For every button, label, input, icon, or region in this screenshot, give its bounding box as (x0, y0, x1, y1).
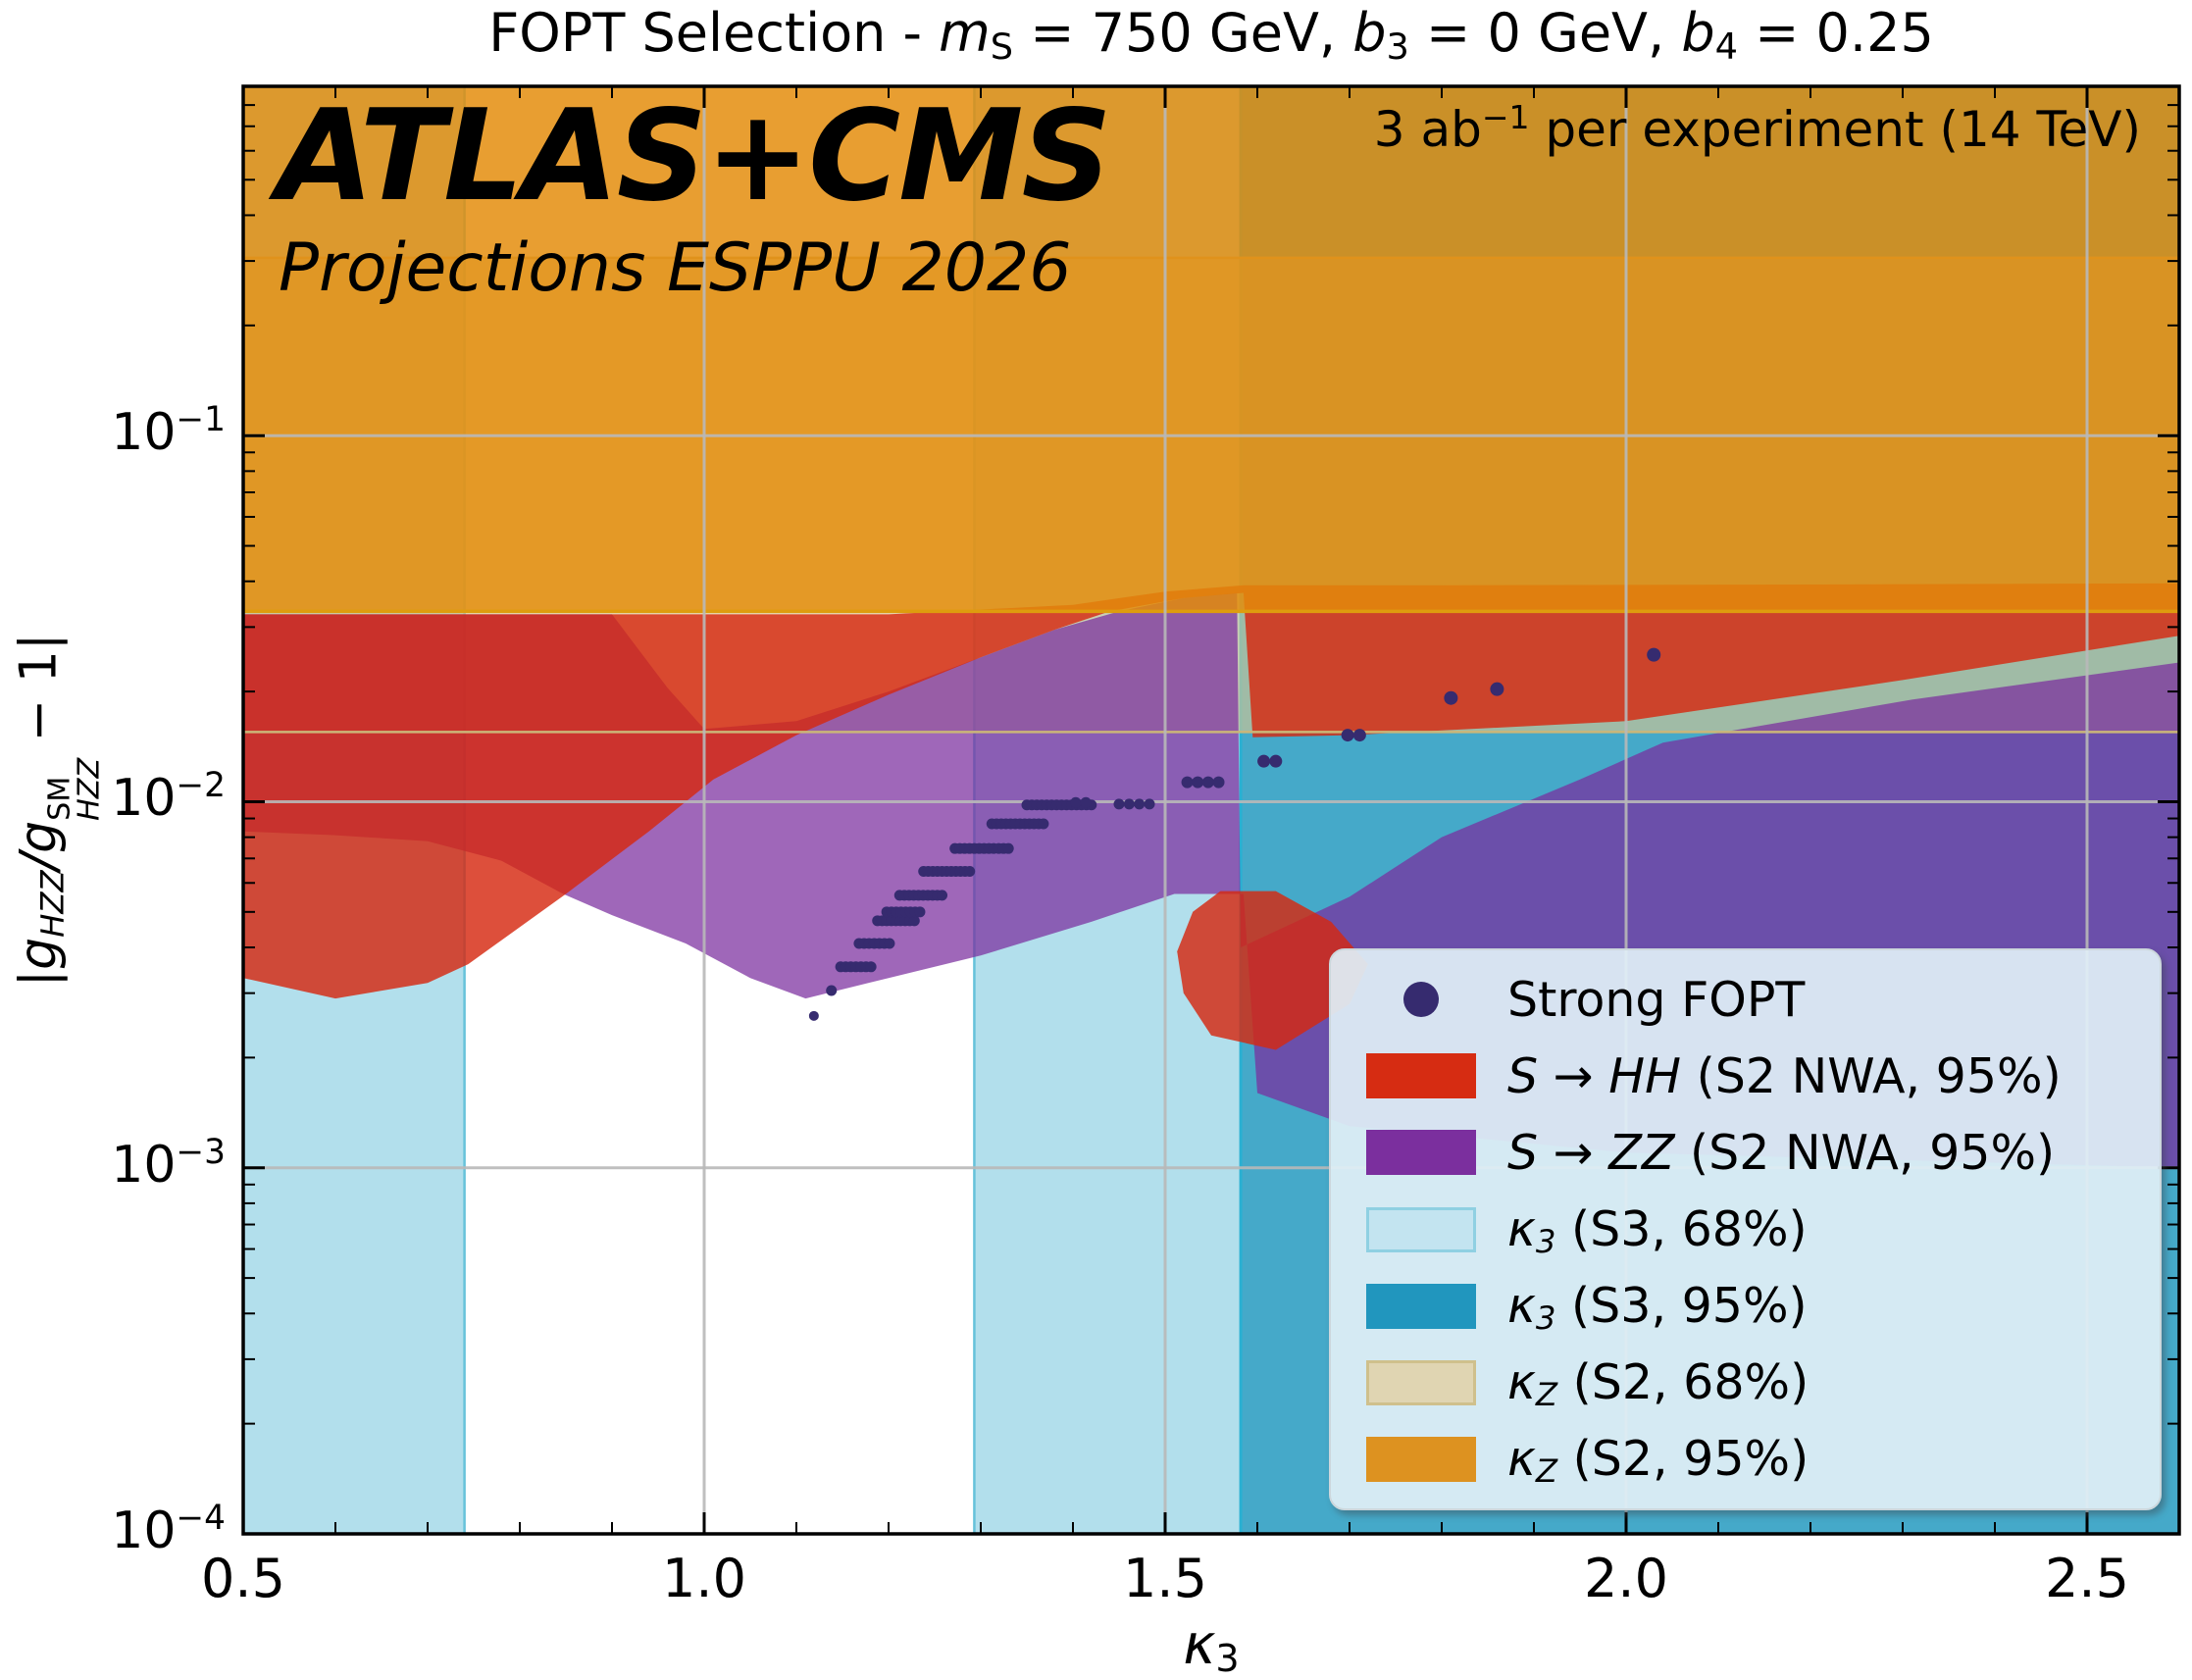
strong-fopt-point (1257, 754, 1271, 768)
kappaZ_S2_95-band (243, 86, 2179, 612)
x-tick-label: 2.0 (1584, 1548, 1668, 1609)
y-tick-label: 10−4 (111, 1499, 226, 1560)
luminosity-label: 3 ab−1 per experiment (14 TeV) (1373, 98, 2141, 159)
strong-fopt-point (884, 938, 895, 949)
strong-fopt-marker-icon (1403, 982, 1439, 1018)
strong-fopt-point (1134, 798, 1146, 810)
strong-fopt-point (1144, 798, 1155, 810)
legend-label: κZ (S2, 95%) (1507, 1431, 1810, 1491)
legend-row-kappa3-68: κ3 (S3, 68%) (1331, 1193, 2160, 1267)
legend-row-kappaZ-95: κZ (S2, 95%) (1331, 1422, 2160, 1497)
strong-fopt-point (1212, 776, 1225, 789)
strong-fopt-point (1113, 798, 1125, 810)
legend-row-s-zz: S → ZZ (S2 NWA, 95%) (1331, 1115, 2160, 1190)
s-to-zz-swatch-icon (1366, 1130, 1476, 1176)
y-tick-label: 10−1 (111, 400, 226, 463)
var-b3: b (1352, 2, 1387, 64)
strong-fopt-point (1444, 690, 1458, 705)
strong-fopt-point (826, 985, 838, 996)
strong-fopt-point (1201, 776, 1214, 789)
s-to-hh-swatch-icon (1366, 1053, 1476, 1099)
experiment-label: ATLAS+CMS (277, 83, 1112, 229)
x-tick-label: 1.5 (1123, 1548, 1207, 1609)
x-tick-label: 1.0 (662, 1548, 746, 1609)
strong-fopt-point (1038, 818, 1049, 830)
legend-row-kappaZ-68: κZ (S2, 68%) (1331, 1346, 2160, 1420)
strong-fopt-point (808, 1010, 819, 1021)
plot-frame (241, 84, 2181, 1536)
strong-fopt-point (1123, 798, 1135, 810)
strong-fopt-point (1181, 776, 1194, 789)
kappa3-68-swatch-icon (1366, 1206, 1476, 1252)
plot-area (243, 86, 2179, 1534)
strong-fopt-point (1352, 729, 1366, 742)
strong-fopt-point (908, 915, 920, 927)
legend-label: κ3 (S3, 68%) (1507, 1201, 1808, 1261)
strong-fopt-point (1192, 776, 1204, 789)
strong-fopt-point (1070, 796, 1082, 808)
legend-label: κZ (S2, 68%) (1507, 1354, 1810, 1414)
strong-fopt-point (1647, 647, 1661, 662)
S_to_HH_S2_NWA_95-region (243, 583, 2179, 999)
strong-fopt-point (937, 890, 948, 901)
x-axis-label: κ3 (1183, 1613, 1240, 1680)
strong-fopt-point (914, 906, 926, 918)
chart-title: FOPT Selection - mS = 750 GeV, b3 = 0 Ge… (488, 2, 1934, 69)
strong-fopt-point (1080, 796, 1092, 808)
var-mS: m (939, 2, 991, 64)
legend-label: S → ZZ (S2 NWA, 95%) (1507, 1124, 2056, 1181)
var-b4: b (1681, 2, 1715, 64)
kappaZ-95-swatch-icon (1366, 1436, 1476, 1482)
y-tick-label: 10−2 (111, 766, 226, 829)
projections-label: Projections ESPPU 2026 (279, 229, 1072, 307)
legend-row-kappa3-95: κ3 (S3, 95%) (1331, 1269, 2160, 1344)
legend-row-strong-fopt: Strong FOPT (1331, 962, 2160, 1037)
legend-row-s-hh: S → HH (S2 NWA, 95%) (1331, 1039, 2160, 1113)
strong-fopt-point (1490, 682, 1504, 696)
legend-label: κ3 (S3, 95%) (1507, 1278, 1808, 1338)
tick-marks (241, 86, 2179, 1536)
legend-label: S → HH (S2 NWA, 95%) (1507, 1047, 2062, 1104)
legend-label: Strong FOPT (1507, 971, 1806, 1028)
S_to_HH_S2_NWA_95-region (1177, 891, 1368, 1050)
legend: Strong FOPT S → HH (S2 NWA, 95%) S → ZZ … (1329, 948, 2162, 1510)
strong-fopt-point (1341, 729, 1354, 742)
strong-fopt-point (964, 866, 976, 878)
strong-fopt-point (865, 961, 877, 973)
strong-fopt-point (1269, 754, 1283, 768)
y-tick-label: 10−3 (111, 1132, 226, 1195)
kappa3-95-swatch-icon (1366, 1283, 1476, 1329)
x-tick-label: 0.5 (201, 1548, 285, 1609)
x-tick-label: 2.5 (2045, 1548, 2129, 1609)
strong-fopt-point (1002, 842, 1014, 854)
kappaZ-68-swatch-icon (1366, 1359, 1476, 1405)
